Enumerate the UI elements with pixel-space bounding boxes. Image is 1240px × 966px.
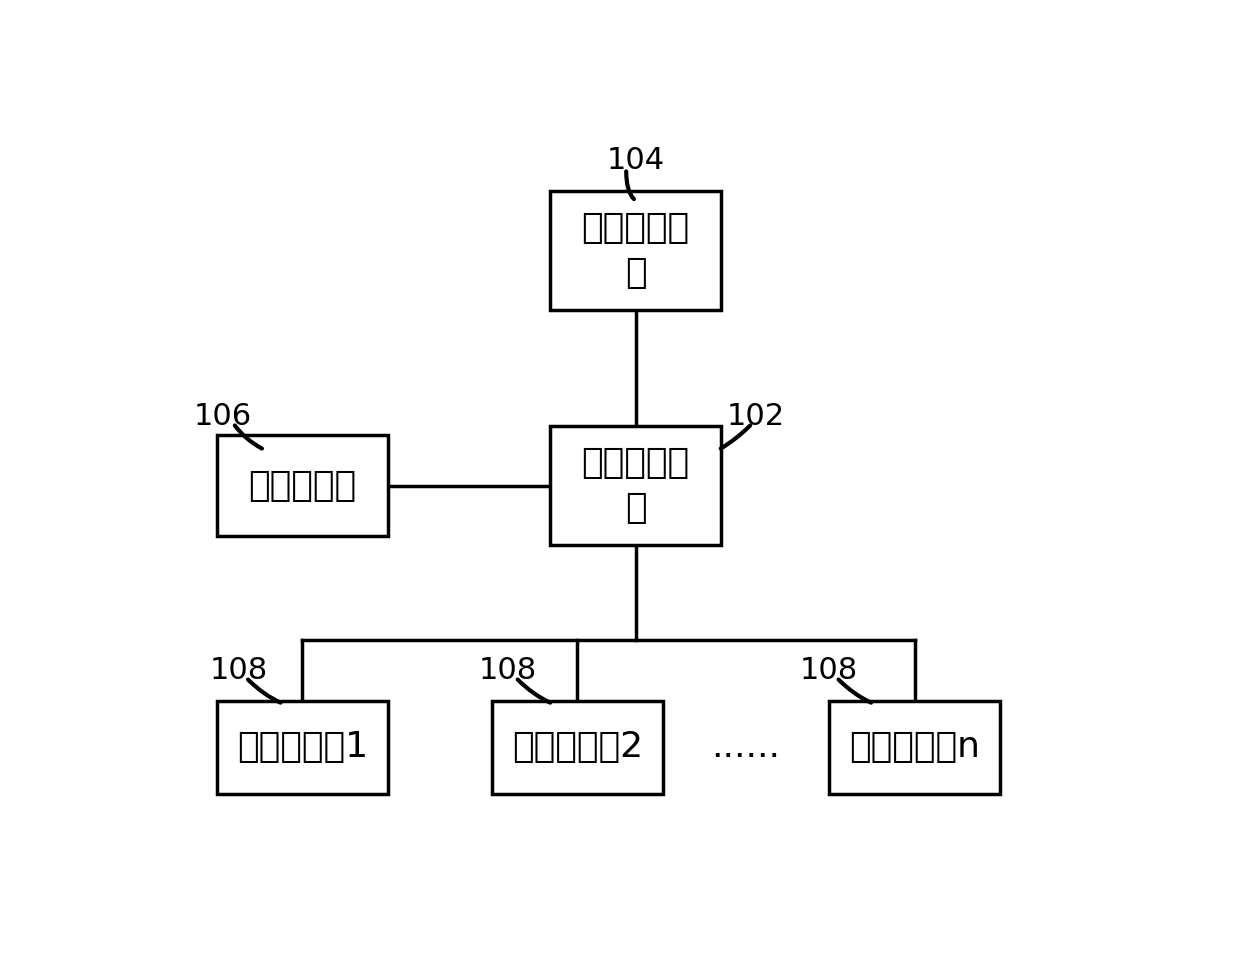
Text: 104: 104 <box>606 146 665 175</box>
Text: 102: 102 <box>727 402 785 431</box>
Text: 海上风电场: 海上风电场 <box>248 469 356 502</box>
Text: 108: 108 <box>479 656 537 685</box>
Text: 108: 108 <box>210 656 268 685</box>
Bar <box>492 701 662 793</box>
Text: ......: ...... <box>711 730 780 764</box>
Bar <box>217 701 387 793</box>
Text: 108: 108 <box>800 656 858 685</box>
Text: 海岛微电网n: 海岛微电网n <box>849 730 980 764</box>
Text: 海岛微电网1: 海岛微电网1 <box>237 730 368 764</box>
Text: 106: 106 <box>195 402 252 431</box>
Bar <box>551 191 720 310</box>
Bar <box>551 426 720 545</box>
Text: 海岛微电网2: 海岛微电网2 <box>512 730 642 764</box>
Text: 电网调度系
统: 电网调度系 统 <box>582 212 689 290</box>
Text: 联合调度平
台: 联合调度平 台 <box>582 446 689 525</box>
Bar <box>217 436 387 535</box>
Bar <box>830 701 999 793</box>
